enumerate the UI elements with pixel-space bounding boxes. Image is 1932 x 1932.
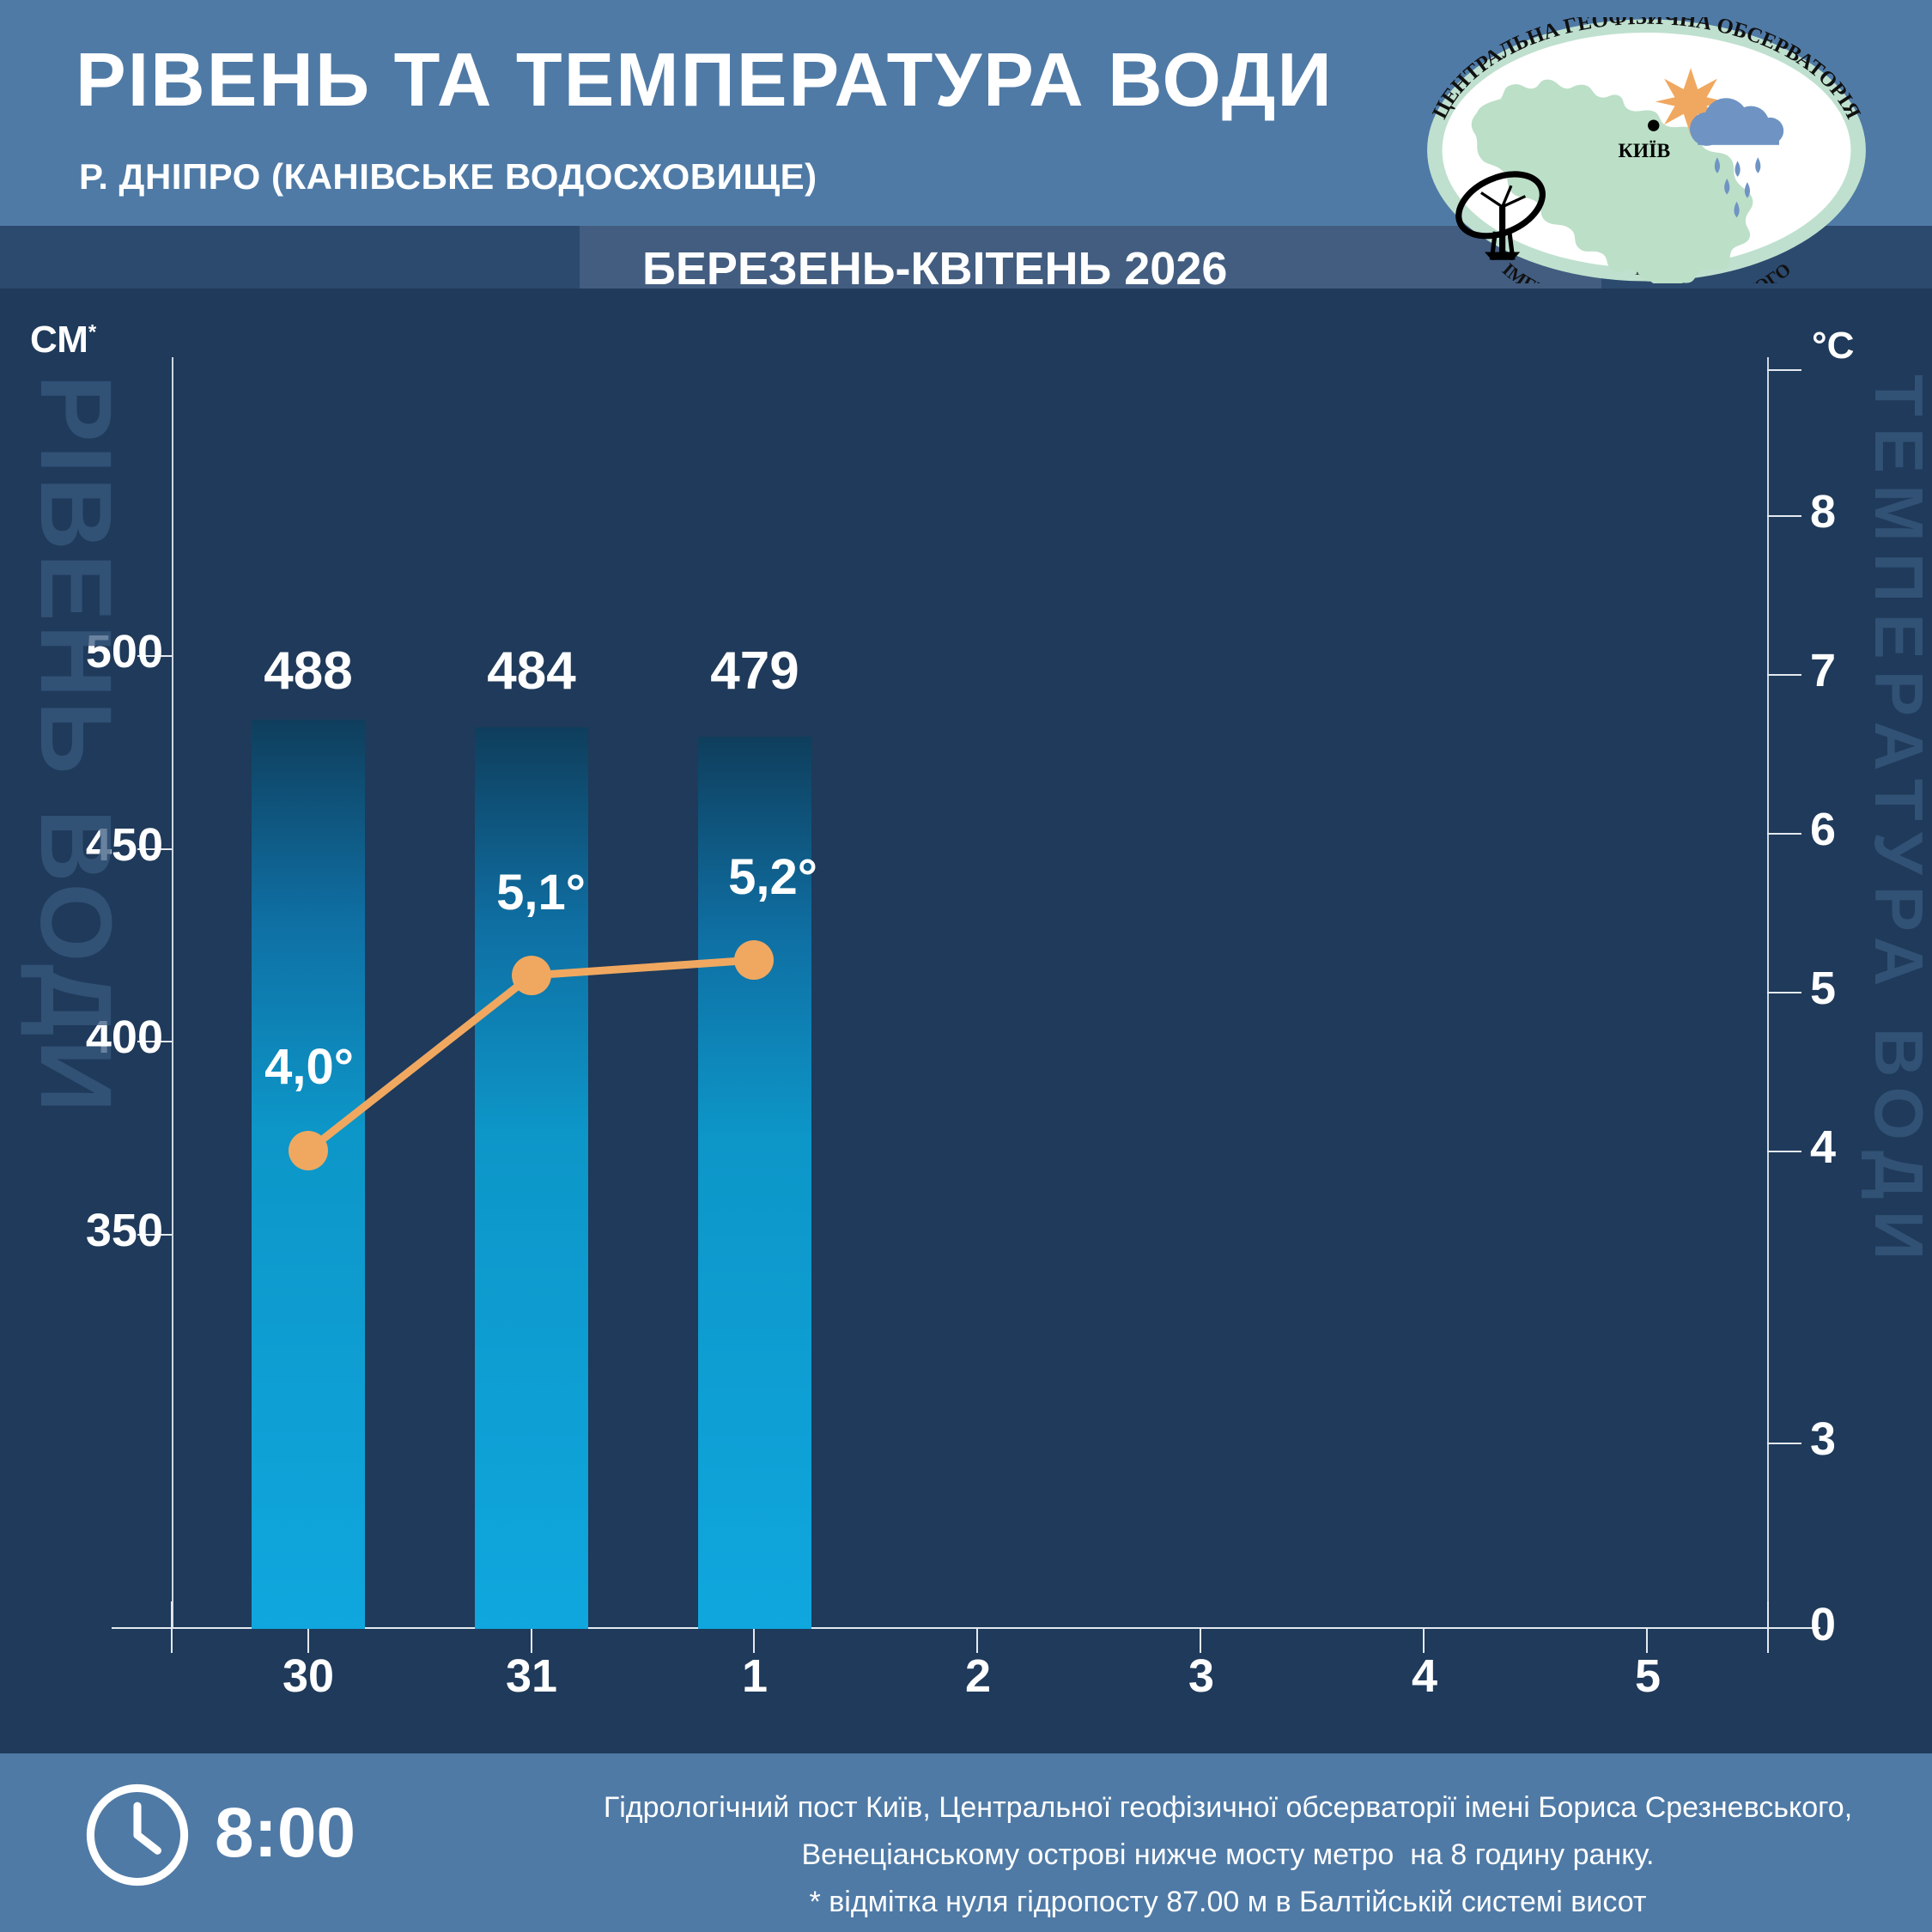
svg-text:КИЇВ: КИЇВ	[1619, 140, 1671, 162]
